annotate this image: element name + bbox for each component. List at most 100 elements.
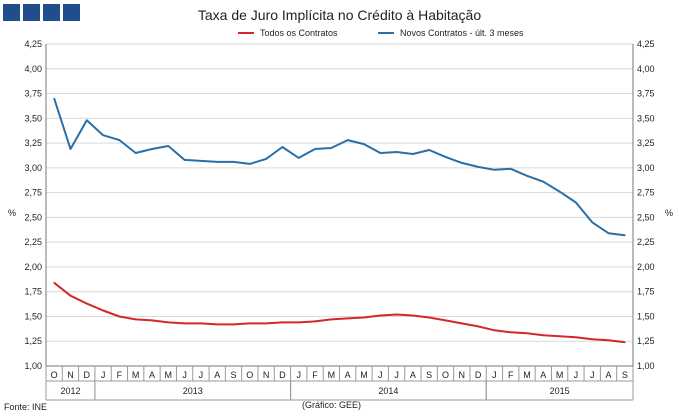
data-point-todos bbox=[265, 322, 267, 325]
data-point-novos bbox=[200, 160, 202, 162]
data-point-todos bbox=[53, 281, 55, 284]
data-point-todos bbox=[477, 325, 479, 328]
data-point-novos bbox=[379, 152, 382, 154]
data-point-novos bbox=[395, 151, 398, 153]
data-point-novos bbox=[444, 156, 447, 158]
y-tick-label-left: 3,75 bbox=[24, 89, 42, 99]
y-tick-label-right: 1,25 bbox=[637, 336, 655, 346]
data-point-todos bbox=[591, 338, 594, 341]
y-tick-label-right: 2,00 bbox=[637, 262, 655, 272]
data-point-todos bbox=[134, 318, 137, 321]
legend-item-todos: Todos os Contratos bbox=[238, 28, 338, 38]
x-tick-label: A bbox=[540, 370, 546, 380]
x-tick-label: F bbox=[312, 370, 318, 380]
data-point-todos bbox=[200, 322, 202, 325]
data-point-novos bbox=[526, 174, 528, 177]
legend-item-novos: Novos Contratos - últ. 3 meses bbox=[378, 28, 524, 38]
chart-credit: (Gráfico: GEE) bbox=[302, 400, 362, 410]
data-point-todos bbox=[607, 339, 610, 342]
y-axis-label-left: % bbox=[8, 208, 16, 218]
y-tick-label-left: 1,75 bbox=[24, 287, 42, 297]
data-point-todos bbox=[509, 331, 512, 334]
data-point-todos bbox=[281, 321, 284, 324]
x-tick-label: S bbox=[426, 370, 432, 380]
y-tick-label-left: 1,00 bbox=[24, 361, 42, 371]
y-tick-label-left: 1,50 bbox=[24, 311, 42, 321]
chart-title: Taxa de Juro Implícita no Crédito à Habi… bbox=[197, 7, 482, 23]
data-point-todos bbox=[363, 316, 365, 319]
x-tick-label: O bbox=[246, 370, 253, 380]
x-tick-label: M bbox=[360, 370, 368, 380]
data-point-novos bbox=[607, 232, 610, 235]
data-point-todos bbox=[330, 318, 333, 321]
x-tick-label: M bbox=[556, 370, 564, 380]
data-point-novos bbox=[69, 148, 72, 150]
y-tick-label-right: 3,00 bbox=[637, 163, 655, 173]
data-point-novos bbox=[509, 168, 512, 170]
data-point-todos bbox=[558, 335, 561, 338]
data-point-todos bbox=[412, 314, 414, 317]
x-tick-label: S bbox=[231, 370, 237, 380]
data-point-novos bbox=[428, 149, 430, 151]
x-tick-label: S bbox=[622, 370, 628, 380]
x-tick-label: D bbox=[84, 370, 91, 380]
y-tick-label-right: 1,50 bbox=[637, 311, 655, 321]
x-tick-label: M bbox=[523, 370, 531, 380]
year-label: 2014 bbox=[378, 386, 398, 396]
data-point-novos bbox=[297, 157, 300, 159]
data-point-novos bbox=[85, 119, 88, 122]
data-point-novos bbox=[118, 139, 121, 141]
y-tick-label-left: 2,50 bbox=[24, 212, 42, 222]
data-point-todos bbox=[232, 323, 235, 326]
data-point-novos bbox=[167, 145, 170, 147]
data-point-todos bbox=[297, 321, 300, 324]
x-tick-label: J bbox=[296, 370, 301, 380]
logo-square bbox=[43, 4, 60, 21]
y-tick-label-left: 1,25 bbox=[24, 336, 42, 346]
y-tick-label-right: 2,50 bbox=[637, 212, 655, 222]
data-point-novos bbox=[412, 153, 414, 155]
data-point-novos bbox=[249, 163, 251, 165]
data-point-novos bbox=[314, 148, 316, 150]
x-tick-label: M bbox=[165, 370, 173, 380]
legend-label-novos: Novos Contratos - últ. 3 meses bbox=[400, 28, 524, 38]
data-point-todos bbox=[346, 317, 349, 320]
data-point-novos bbox=[558, 190, 561, 193]
x-tick-label: A bbox=[410, 370, 416, 380]
data-point-todos bbox=[428, 316, 430, 319]
x-tick-label: N bbox=[67, 370, 74, 380]
y-tick-label-right: 2,25 bbox=[637, 237, 655, 247]
y-tick-label-right: 3,25 bbox=[637, 138, 655, 148]
x-tick-label: A bbox=[214, 370, 220, 380]
data-point-todos bbox=[395, 313, 398, 316]
data-point-todos bbox=[69, 294, 72, 297]
x-tick-label: J bbox=[590, 370, 595, 380]
x-tick-label: M bbox=[132, 370, 140, 380]
y-tick-label-left: 3,50 bbox=[24, 113, 42, 123]
x-tick-label: J bbox=[378, 370, 383, 380]
x-tick-label: F bbox=[117, 370, 123, 380]
data-point-novos bbox=[477, 166, 479, 168]
data-point-novos bbox=[134, 152, 137, 154]
data-point-todos bbox=[249, 322, 251, 325]
legend-label-todos: Todos os Contratos bbox=[260, 28, 338, 38]
legend-swatch-todos bbox=[238, 32, 254, 34]
data-point-todos bbox=[526, 332, 528, 335]
x-tick-label: A bbox=[345, 370, 351, 380]
year-label: 2012 bbox=[60, 386, 80, 396]
data-point-novos bbox=[330, 147, 333, 149]
y-tick-label-right: 1,75 bbox=[637, 287, 655, 297]
x-tick-label: M bbox=[328, 370, 336, 380]
data-point-todos bbox=[493, 329, 496, 332]
data-point-novos bbox=[575, 201, 577, 204]
y-tick-label-left: 2,00 bbox=[24, 262, 42, 272]
data-point-novos bbox=[281, 146, 284, 148]
data-point-novos bbox=[151, 148, 153, 150]
data-point-novos bbox=[542, 180, 545, 183]
y-tick-label-right: 3,50 bbox=[637, 113, 655, 123]
y-tick-label-right: 4,00 bbox=[637, 64, 655, 74]
data-point-todos bbox=[624, 341, 626, 344]
x-tick-label: O bbox=[51, 370, 58, 380]
year-label: 2013 bbox=[183, 386, 203, 396]
